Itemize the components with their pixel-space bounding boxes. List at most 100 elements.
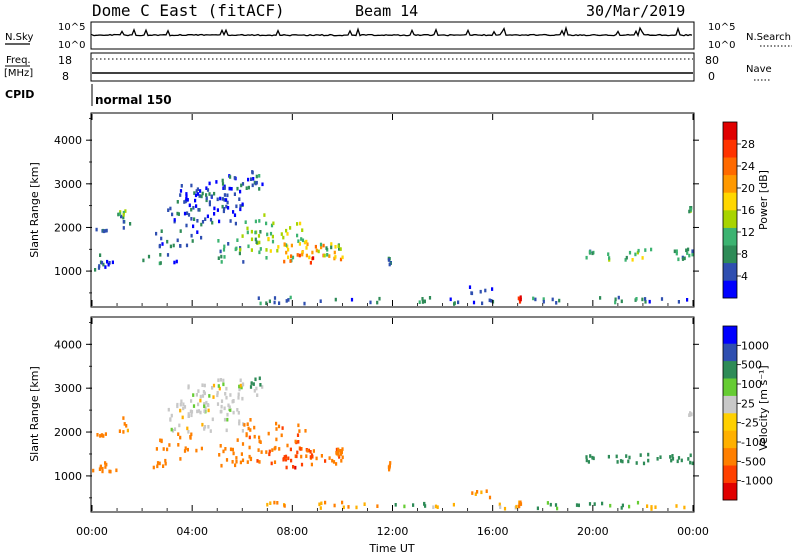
data-cell: [249, 456, 253, 461]
data-cell: [221, 182, 225, 186]
data-patch: [607, 252, 644, 262]
data-patch: [218, 444, 245, 468]
data-cell: [274, 445, 277, 450]
data-cell: [296, 222, 299, 226]
data-cell: [185, 194, 188, 198]
data-patch: [229, 435, 268, 465]
data-cell: [289, 259, 292, 263]
data-patch: [234, 230, 269, 260]
data-cell: [428, 296, 432, 300]
data-cell: [211, 386, 214, 390]
data-cell: [289, 447, 292, 452]
data-cell: [335, 447, 338, 452]
data-cell: [208, 192, 211, 196]
data-cell: [323, 253, 326, 258]
data-cell: [285, 465, 288, 470]
data-cell: [669, 455, 672, 459]
data-cell: [245, 432, 248, 436]
data-cell: [249, 385, 253, 389]
data-cell: [219, 249, 222, 254]
data-cell: [258, 250, 261, 255]
data-cell: [250, 177, 253, 181]
data-cell: [683, 256, 686, 261]
data-cell: [122, 213, 125, 217]
data-cell: [310, 462, 313, 467]
data-cell: [592, 456, 595, 461]
data-cell: [418, 300, 421, 304]
data-cell: [231, 399, 234, 404]
data-cell: [213, 212, 216, 216]
data-cell: [689, 208, 693, 212]
data-cell: [260, 450, 263, 454]
data-cell: [296, 433, 300, 437]
cpid-label: CPID: [5, 88, 34, 101]
data-cell: [188, 203, 191, 208]
data-cell: [338, 455, 341, 459]
data-cell: [206, 188, 210, 192]
freq-unit-label: [MHz]: [4, 68, 33, 79]
data-cell: [250, 381, 253, 385]
data-cell: [254, 219, 257, 224]
data-cell: [258, 174, 261, 178]
data-cell: [615, 454, 618, 459]
y-tick-label: 3000: [54, 178, 82, 191]
data-cell: [208, 200, 211, 204]
data-cell: [229, 175, 232, 179]
data-cell: [152, 465, 155, 470]
data-cell: [226, 200, 229, 205]
data-cell: [588, 250, 591, 254]
data-cell: [120, 214, 123, 219]
data-cell: [314, 244, 317, 249]
data-cell: [481, 301, 484, 306]
freq-tick-bottom: 8: [62, 70, 69, 83]
data-cell: [387, 258, 390, 262]
data-cell: [220, 254, 223, 259]
data-cell: [183, 200, 186, 204]
data-cell: [213, 206, 216, 211]
data-cell: [232, 210, 235, 214]
data-cell: [216, 393, 219, 398]
y-tick-label: 3000: [54, 382, 82, 395]
data-cell: [259, 301, 262, 306]
data-cell: [261, 182, 264, 187]
data-cell: [341, 455, 344, 460]
data-cell: [190, 413, 193, 418]
data-cell: [546, 501, 549, 505]
data-cell: [219, 378, 222, 382]
data-cell: [644, 297, 647, 301]
data-cell: [209, 217, 213, 222]
data-cell: [339, 247, 342, 251]
data-cell: [686, 298, 689, 302]
data-cell: [203, 383, 206, 388]
data-cell: [250, 229, 253, 234]
data-cell: [187, 384, 190, 388]
data-cell: [269, 249, 272, 253]
data-patch: [99, 461, 112, 474]
data-cell: [436, 505, 439, 509]
data-cell: [363, 502, 366, 506]
nave-tick-top: 80: [705, 54, 719, 67]
data-cell: [225, 386, 228, 391]
data-cell: [221, 178, 224, 183]
data-cell: [333, 250, 336, 255]
data-cell: [235, 459, 238, 464]
data-cell: [199, 189, 202, 193]
data-cell: [617, 295, 620, 300]
data-cell: [591, 251, 594, 256]
data-cell: [474, 492, 477, 496]
noise-tick-top-left: 10^5: [58, 22, 85, 33]
data-patch: [536, 500, 640, 511]
y-tick-label: 2000: [54, 221, 82, 234]
data-cell: [176, 200, 179, 204]
colorbar-segment: [723, 122, 737, 140]
data-cell: [273, 300, 276, 305]
data-cell: [216, 402, 220, 406]
data-cell: [182, 406, 185, 411]
velocity-panel: 1000 2000 3000 4000 00:00 04:00 08:00 12:00 16:…: [28, 114, 773, 554]
data-cell: [519, 500, 522, 505]
data-cell: [222, 209, 225, 214]
data-cell: [104, 461, 107, 465]
colorbar-segment: [723, 174, 737, 193]
data-cell: [298, 429, 301, 433]
data-cell: [247, 185, 250, 190]
